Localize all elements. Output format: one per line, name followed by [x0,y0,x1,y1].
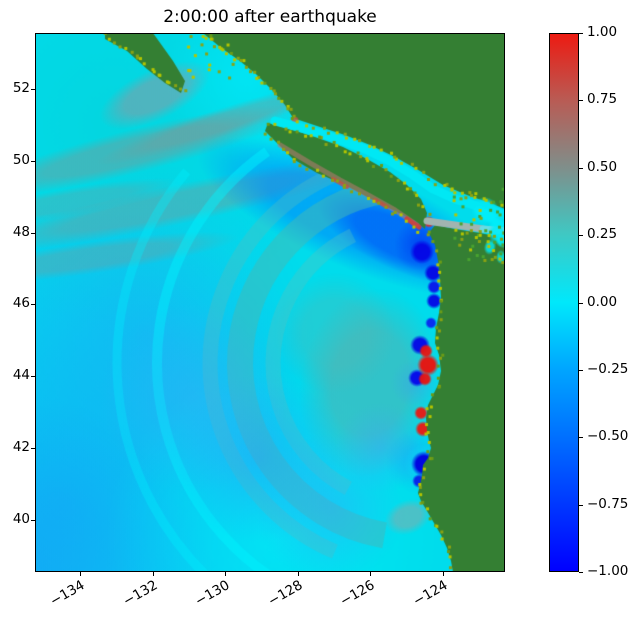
colorbar-tick-mark [579,369,583,371]
x-tick-mark [297,572,299,576]
colorbar-tick-mark [579,504,583,506]
plot-title: 2:00:00 after earthquake [163,7,377,27]
x-tick-label: −126 [337,577,378,610]
y-tick-mark [31,376,35,378]
colorbar-tick-label: −0.25 [587,360,629,377]
y-tick-label: 48 [12,223,30,240]
y-tick-mark [31,304,35,306]
colorbar-tick-label: −0.50 [587,428,629,445]
y-tick-label: 44 [12,367,30,384]
colorbar-tick-label: 0.75 [587,91,618,108]
x-tick-mark [225,572,226,576]
x-tick-label: −132 [119,577,160,610]
y-tick-mark [31,519,35,521]
x-tick-label: −128 [264,577,305,610]
colorbar-tick-mark [579,302,583,304]
y-tick-label: 46 [12,295,30,312]
y-tick-label: 52 [12,80,30,96]
x-tick-mark [152,572,154,576]
colorbar-tick-label: −0.75 [587,495,629,512]
colorbar-tick-mark [579,572,583,573]
x-tick-mark [80,572,81,576]
colorbar-tick-mark [579,100,583,102]
y-tick-mark [31,232,35,234]
x-tick-label: −130 [192,577,233,610]
map-canvas [35,33,505,572]
y-tick-mark [31,160,35,162]
colorbar-tick-label: −1.00 [587,563,629,579]
colorbar-tick-mark [579,437,583,439]
y-tick-mark [31,89,35,90]
x-tick-label: −124 [409,577,450,610]
colorbar [549,33,579,572]
colorbar-tick-mark [579,33,583,34]
y-tick-mark [31,448,35,449]
x-tick-mark [370,572,371,576]
colorbar-tick-label: 0.25 [587,226,618,243]
y-tick-label: 50 [12,151,30,168]
y-tick-label: 42 [12,439,30,455]
y-tick-label: 40 [12,510,30,527]
colorbar-tick-label: 0.50 [587,158,618,175]
colorbar-tick-mark [579,235,583,237]
colorbar-tick-label: 1.00 [587,24,618,40]
colorbar-tick-mark [579,167,583,169]
x-tick-label: −134 [47,577,88,610]
x-tick-mark [442,572,444,576]
colorbar-tick-label: 0.00 [587,293,618,310]
